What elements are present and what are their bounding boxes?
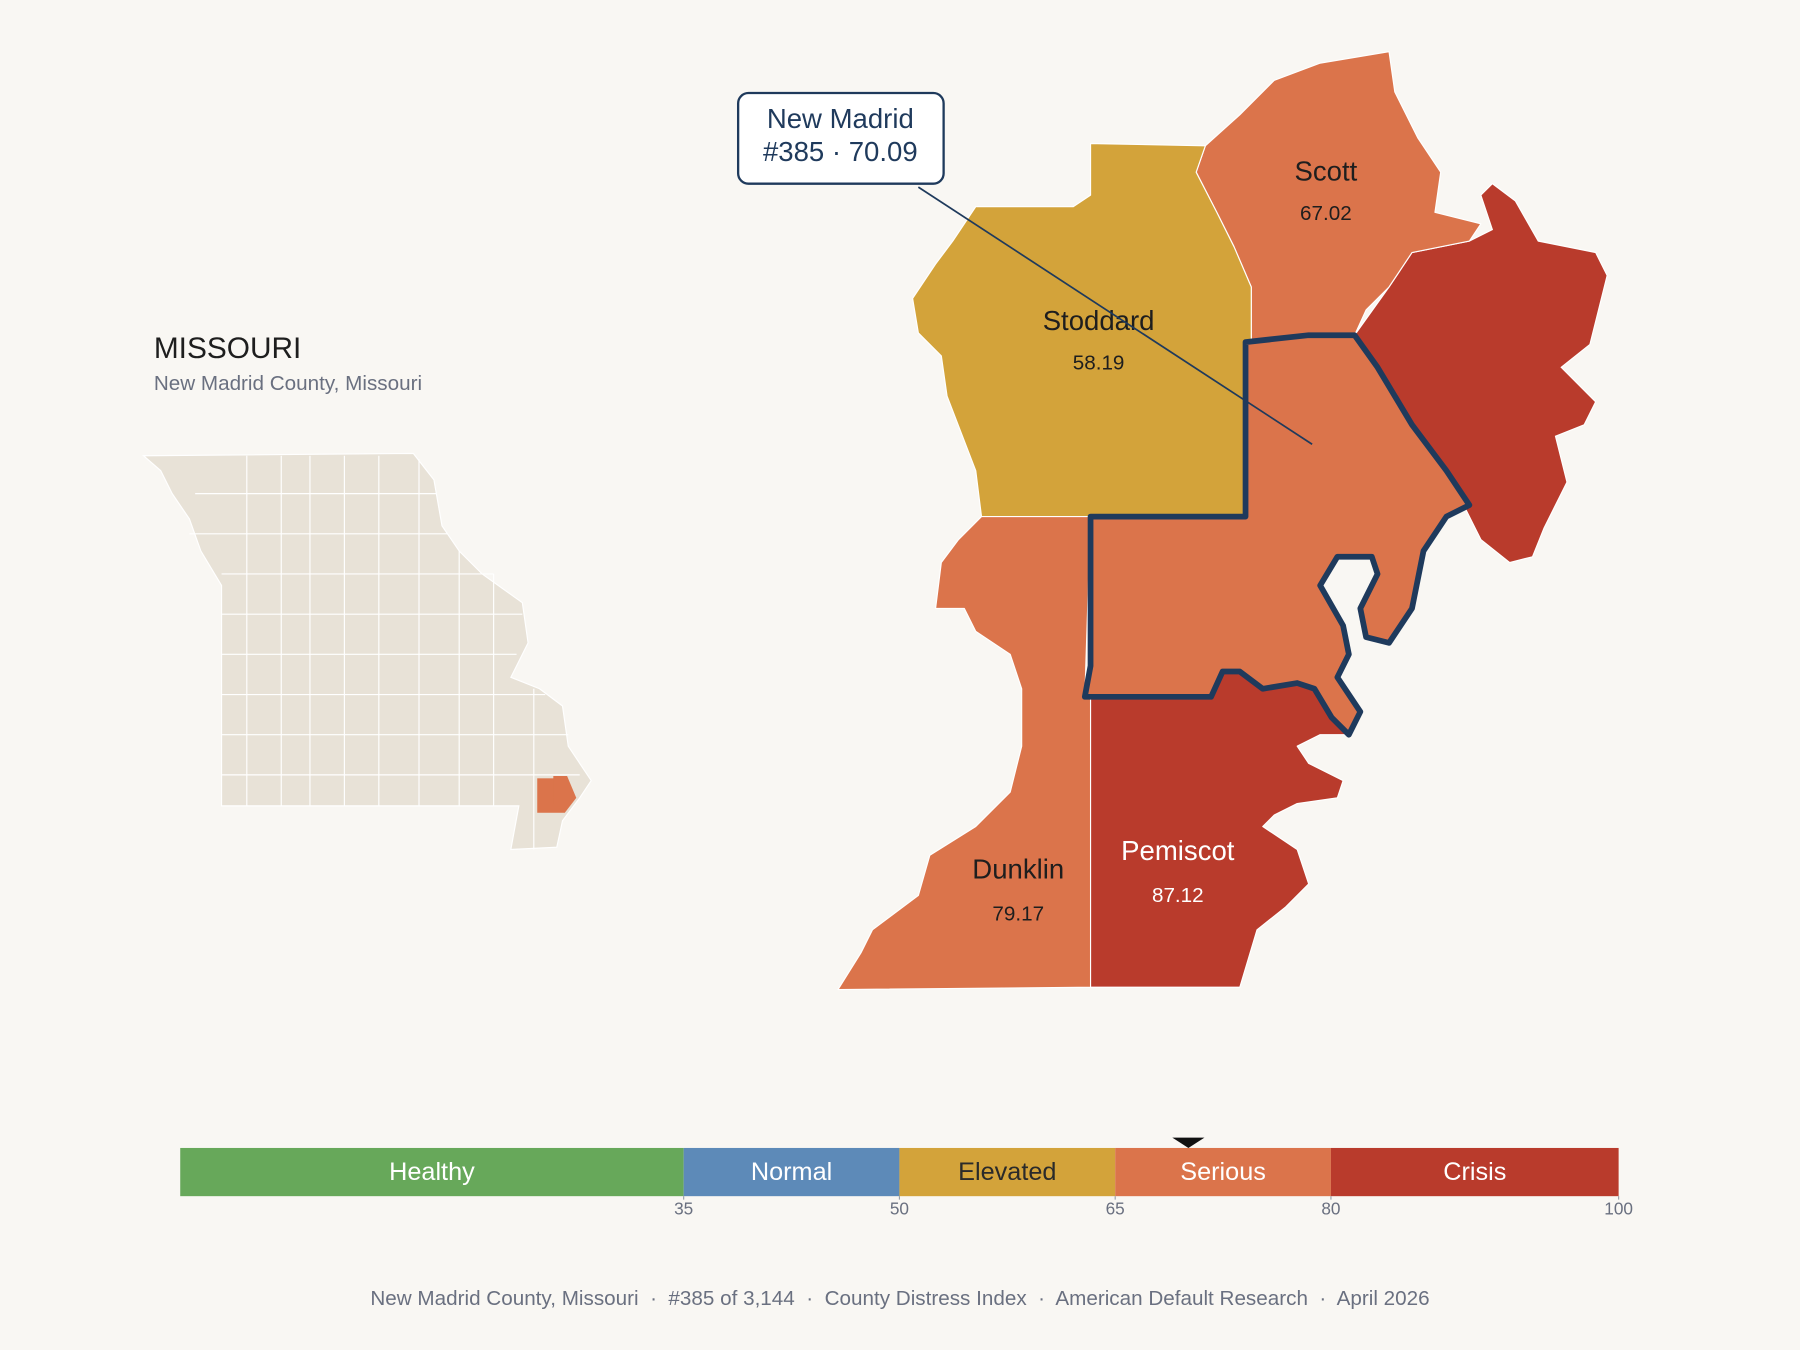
callout-leader	[917, 186, 1313, 445]
scale-tick-label: 50	[890, 1198, 909, 1218]
scale-tick-label: 35	[674, 1198, 693, 1218]
scale-band	[1330, 1147, 1619, 1197]
county-value: 67.02	[1300, 202, 1352, 225]
state-subtitle: New Madrid County, Missouri	[154, 372, 422, 395]
score-marker	[1172, 1137, 1205, 1148]
county-borders	[189, 455, 580, 850]
county	[1089, 670, 1350, 988]
county-labels: Scott 67.02 Stoddard 58.19 Dunklin 79.17 Pemis…	[972, 156, 1357, 926]
scale-band-label: Healthy	[389, 1158, 475, 1186]
scale-band-label: Normal	[751, 1158, 832, 1186]
scale-band	[180, 1147, 684, 1197]
scale-band	[1115, 1147, 1331, 1197]
county-name: Stoddard	[1043, 305, 1155, 336]
callout-box	[736, 91, 945, 185]
scale-band-label: Serious	[1180, 1158, 1266, 1186]
scale-band	[683, 1147, 900, 1197]
neighbor-area	[1353, 182, 1608, 564]
county-name: Pemiscot	[1121, 835, 1235, 866]
county-name: Scott	[1295, 156, 1358, 187]
scale-tick-label: 80	[1321, 1198, 1340, 1218]
callout-name: New Madrid	[767, 103, 914, 134]
scale-band-label: Elevated	[958, 1158, 1056, 1186]
county-name: Dunklin	[972, 854, 1064, 885]
scale-band	[899, 1147, 1116, 1197]
scale-tick-label: 65	[1106, 1198, 1125, 1218]
county	[912, 142, 1252, 518]
scale-bar: Healthy Normal Elevated Serious Crisis 35 50 65…	[180, 1137, 1633, 1218]
state-outline	[141, 452, 592, 851]
county	[837, 516, 1092, 991]
scale-band-label: Crisis	[1443, 1158, 1506, 1186]
callout-label: #385 · 70.09	[763, 136, 918, 167]
county-value: 79.17	[992, 902, 1044, 925]
county-value: 58.19	[1073, 351, 1125, 374]
scale-tick-label: 100	[1604, 1198, 1633, 1218]
highlight-county	[553, 776, 577, 813]
focus-county	[1081, 332, 1473, 738]
state-inset	[141, 452, 592, 851]
callout: New Madrid #385 · 70.09	[736, 91, 1313, 445]
state-title: MISSOURI	[154, 332, 302, 365]
footer: New Madrid County, Missouri · #385 of 3,…	[370, 1287, 1429, 1310]
county-map	[837, 51, 1608, 991]
county-value: 87.12	[1152, 884, 1204, 907]
